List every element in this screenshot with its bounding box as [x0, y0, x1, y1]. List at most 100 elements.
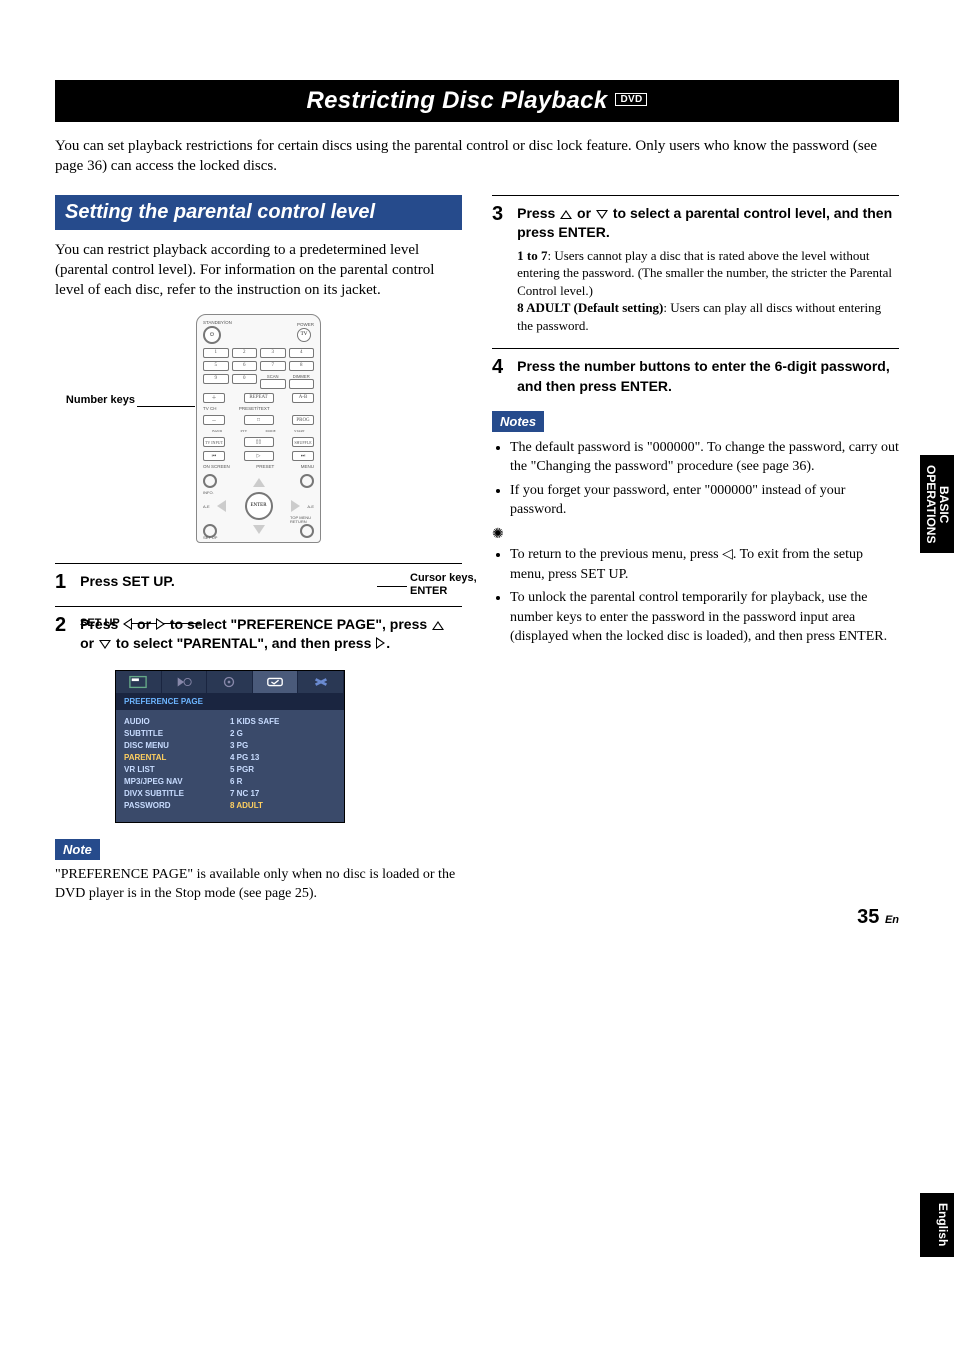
topmenu-label: TOP MENU RETURN	[290, 516, 318, 524]
play-button: ▷	[244, 451, 274, 461]
plus-button: ＋	[203, 393, 225, 403]
mode-label: MODE	[265, 429, 275, 433]
callout-line	[130, 623, 200, 624]
preset-label: PRESET	[256, 465, 274, 470]
enter-button: ENTER	[245, 492, 273, 520]
cursor-right-icon	[291, 500, 300, 512]
tip-icon: ✺	[492, 526, 899, 543]
prog-button: PROG	[292, 415, 314, 425]
osd-header: PREFERENCE PAGE	[116, 693, 344, 710]
callout-setup: SET UP	[80, 617, 120, 630]
num-key: 4	[289, 348, 315, 358]
step-1: 1 Press SET UP.	[55, 563, 462, 592]
repeat-button: REPEAT	[244, 393, 274, 403]
page-title-bar: Restricting Disc Playback DVD	[55, 80, 899, 122]
scan-button	[260, 379, 286, 389]
pty-label: PTY	[240, 429, 247, 433]
shuffle-button: SHUFFLE	[292, 437, 314, 447]
menu-button	[300, 474, 314, 488]
ae-label-left: A-E	[203, 504, 210, 509]
dimmer-button	[289, 379, 315, 389]
tip-bullet: To unlock the parental control temporari…	[510, 588, 899, 647]
up-arrow-icon	[560, 210, 572, 219]
power-label: POWER	[297, 323, 314, 328]
step-number: 1	[55, 572, 66, 592]
osd-tab-icon	[207, 671, 253, 693]
pause-button: ▯▯	[244, 437, 274, 447]
osd-item: VR LIST	[124, 764, 230, 776]
num-key: 3	[260, 348, 286, 358]
prev-button: ⏮	[203, 451, 225, 461]
num-key: 0	[232, 374, 258, 384]
ae-label-right: A-E	[307, 504, 314, 509]
side-tab-section: BASICOPERATIONS	[920, 455, 954, 553]
callout-line	[377, 586, 407, 587]
notes-list: The default password is "000000". To cha…	[492, 438, 899, 520]
osd-item: SUBTITLE	[124, 728, 230, 740]
osd-tabs	[116, 671, 344, 693]
step-head: Press the number buttons to enter the 6-…	[517, 357, 899, 396]
section-heading: Setting the parental control level	[55, 195, 462, 230]
tvch-label: TV CH	[203, 407, 217, 412]
notes-label: Notes	[492, 411, 544, 432]
page-number: 35 En	[857, 906, 899, 929]
num-key: 7	[260, 361, 286, 371]
step-head: Press SET UP.	[80, 572, 462, 592]
osd-item-selected: PARENTAL	[124, 752, 230, 764]
remote-control: STANDBY/ON⏻ POWERTV 1 2 3 4 5 6 7 8 9 0	[196, 314, 321, 543]
osd-item: DISC MENU	[124, 740, 230, 752]
page-title: Restricting Disc Playback	[307, 87, 608, 115]
intro-text: You can set playback restrictions for ce…	[55, 136, 899, 177]
osd-item: DIVX SUBTITLE	[124, 788, 230, 800]
num-key: 5	[203, 361, 229, 371]
step-3: 3 Press or to select a parental control …	[492, 195, 899, 335]
notes-block: Notes The default password is "000000". …	[492, 411, 899, 647]
callout-number-keys: Number keys	[45, 394, 135, 407]
number-keys-grid: 1 2 3 4 5 6 7 8 9 0 SCAN DIMMER	[203, 348, 314, 389]
step-sub: 1 to 7: Users cannot play a disc that is…	[517, 247, 899, 335]
start-label: START	[294, 429, 305, 433]
up-arrow-icon	[432, 621, 444, 630]
num-key: 9	[203, 374, 229, 384]
band-label: BAND	[212, 429, 222, 433]
stop-button: □	[244, 415, 274, 425]
side-tab-language: English	[920, 1193, 954, 1256]
step-head: Press or to select "PREFERENCE PAGE", pr…	[80, 615, 462, 654]
cursor-down-icon	[253, 525, 265, 534]
step-number: 4	[492, 357, 503, 396]
osd-item: 4 PG 13	[230, 752, 336, 764]
step-number: 3	[492, 204, 503, 335]
step-number: 2	[55, 615, 66, 654]
info-label: INFO.	[203, 490, 214, 495]
osd-tab-icon-active	[253, 671, 299, 693]
callout-line	[137, 406, 195, 407]
cursor-up-icon	[253, 478, 265, 487]
remote-figure: Number keys SET UP Cursor keys, ENTER ST…	[55, 314, 462, 543]
setup-label: SET UP	[203, 535, 217, 540]
ab-button: A-B	[292, 393, 314, 403]
topmenu-button	[300, 524, 314, 538]
tvinput-button: TV INPUT	[203, 437, 225, 447]
minus-button: －	[203, 415, 225, 425]
osd-right-list: 1 KIDS SAFE 2 G 3 PG 4 PG 13 5 PGR 6 R 7…	[230, 716, 336, 812]
tv-power-button: TV	[297, 328, 311, 342]
note-text: "PREFERENCE PAGE" is available only when…	[55, 866, 462, 904]
onscreen-button	[203, 474, 217, 488]
osd-item: PASSWORD	[124, 800, 230, 812]
osd-item-selected: 8 ADULT	[230, 800, 336, 812]
osd-item: 3 PG	[230, 740, 336, 752]
osd-item: MP3/JPEG NAV	[124, 776, 230, 788]
menu-label: MENU	[301, 465, 314, 470]
osd-preference-page: PREFERENCE PAGE AUDIO SUBTITLE DISC MENU…	[115, 670, 345, 823]
note-bullet: If you forget your password, enter "0000…	[510, 481, 899, 520]
down-arrow-icon	[596, 210, 608, 219]
osd-left-list: AUDIO SUBTITLE DISC MENU PARENTAL VR LIS…	[124, 716, 230, 812]
num-key: 1	[203, 348, 229, 358]
cursor-pad: ENTER INFO. A-E A-E TOP MENU RETURN SET …	[203, 474, 314, 538]
osd-tab-icon	[298, 671, 344, 693]
num-key: 2	[232, 348, 258, 358]
dvd-badge: DVD	[615, 93, 647, 106]
standby-label: STANDBY/ON	[203, 321, 232, 326]
osd-item: 2 G	[230, 728, 336, 740]
down-arrow-icon	[99, 640, 111, 649]
